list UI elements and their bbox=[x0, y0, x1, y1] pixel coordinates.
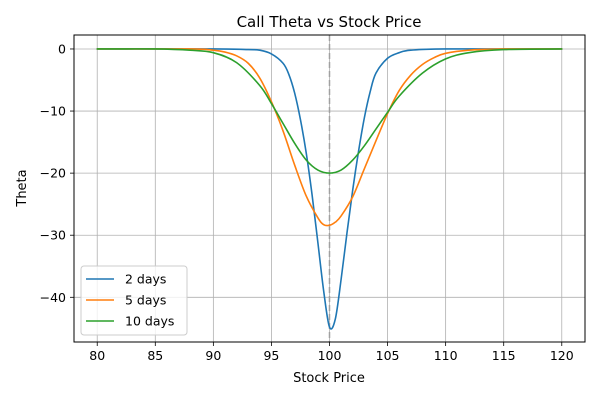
x-tick-label: 100 bbox=[318, 348, 342, 363]
y-tick-label: −20 bbox=[40, 166, 66, 181]
chart-title: Call Theta vs Stock Price bbox=[237, 13, 422, 31]
legend-label: 5 days bbox=[125, 293, 166, 308]
y-axis-label: Theta bbox=[15, 169, 30, 207]
x-axis-ticks: 80 85 90 95 100 105 110 115 120 bbox=[89, 342, 574, 363]
series-line-5-days bbox=[96, 48, 563, 227]
x-tick-label: 90 bbox=[205, 348, 221, 363]
series-line-2-days bbox=[96, 48, 563, 330]
y-tick-label: 0 bbox=[58, 41, 66, 56]
y-tick-label: −30 bbox=[40, 228, 66, 243]
x-axis-label: Stock Price bbox=[293, 371, 365, 386]
x-tick-label: 85 bbox=[147, 348, 163, 363]
series-line-10-days bbox=[96, 48, 563, 174]
x-tick-label: 110 bbox=[434, 348, 458, 363]
x-tick-label: 80 bbox=[89, 348, 105, 363]
y-axis-ticks: 0 −10 −20 −30 −40 bbox=[40, 41, 74, 305]
x-tick-label: 115 bbox=[492, 348, 516, 363]
legend-label: 10 days bbox=[125, 314, 174, 329]
legend-label: 2 days bbox=[125, 272, 166, 287]
y-tick-label: −40 bbox=[40, 290, 66, 305]
legend-box bbox=[80, 265, 188, 336]
legend: 2 days 5 days 10 days bbox=[80, 265, 188, 336]
series-lines bbox=[96, 48, 563, 330]
x-tick-label: 95 bbox=[263, 348, 279, 363]
y-tick-label: −10 bbox=[40, 104, 66, 119]
x-tick-label: 120 bbox=[550, 348, 574, 363]
x-tick-label: 105 bbox=[376, 348, 400, 363]
